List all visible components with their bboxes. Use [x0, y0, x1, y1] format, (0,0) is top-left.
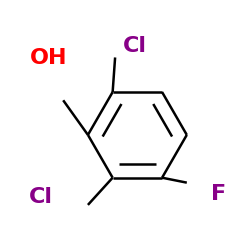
Text: F: F — [212, 184, 226, 204]
Text: Cl: Cl — [29, 187, 53, 207]
Text: OH: OH — [30, 48, 67, 68]
Text: Cl: Cl — [123, 36, 147, 56]
